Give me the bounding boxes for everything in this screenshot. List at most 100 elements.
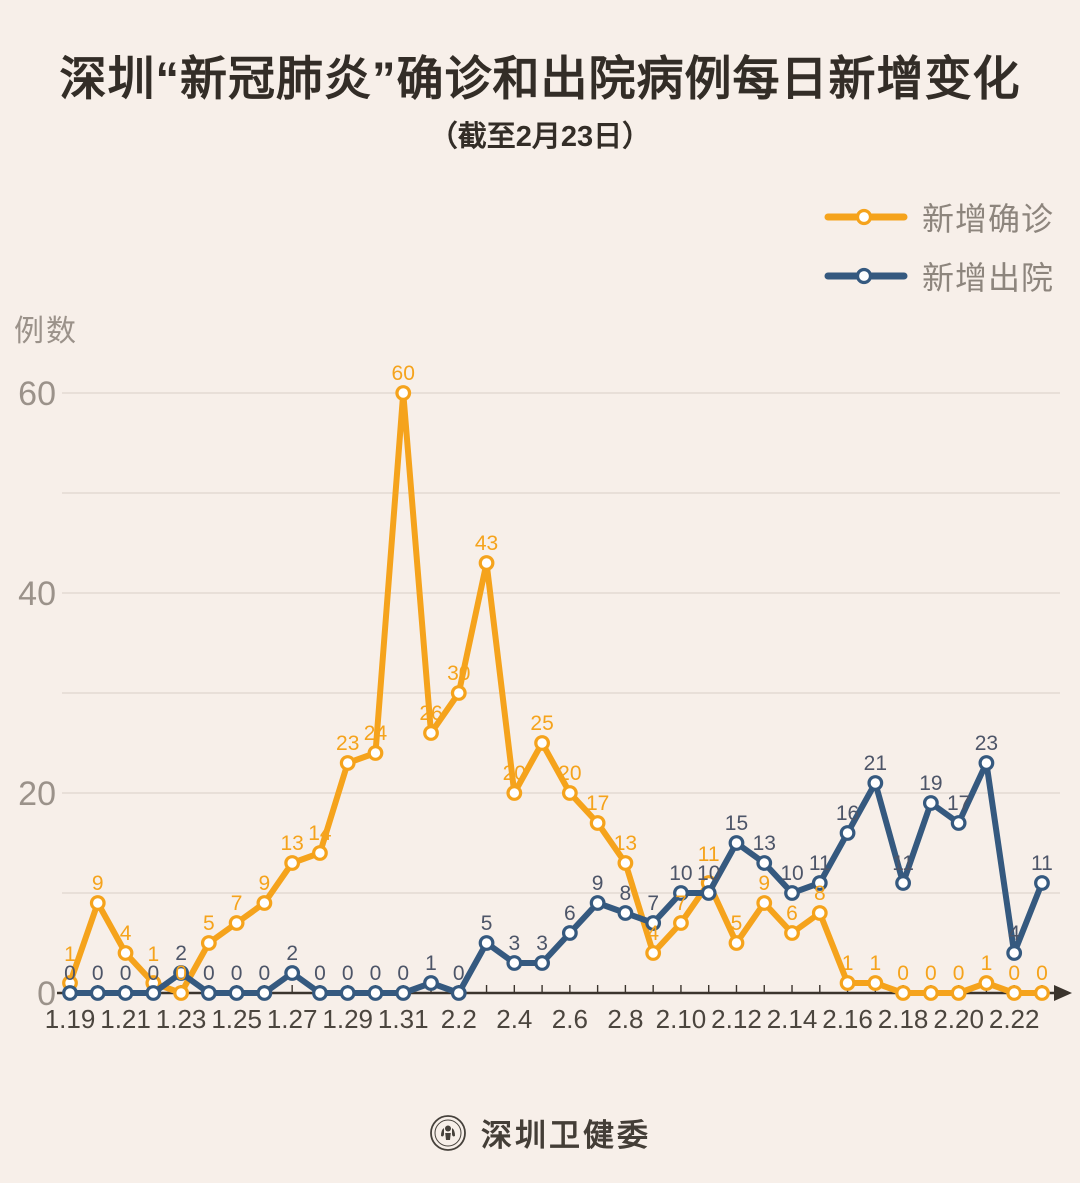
discharged-value-label: 7 (647, 892, 659, 915)
confirmed-point (895, 985, 911, 1001)
discharged-value-label: 3 (508, 932, 520, 955)
x-tick-label: 2.2 (441, 1004, 477, 1034)
confirmed-value-label: 5 (731, 912, 743, 935)
page-subtitle: （截至2月23日） (428, 121, 652, 153)
confirmed-point (423, 725, 439, 741)
confirmed-point (506, 785, 523, 801)
discharged-point (1006, 945, 1023, 961)
confirmed-point (561, 785, 578, 801)
confirmed-value-label: 9 (92, 872, 104, 895)
x-tick-label: 1.21 (100, 1004, 151, 1034)
x-tick-label: 2.4 (496, 1004, 532, 1034)
confirmed-point (478, 555, 495, 571)
confirmed-point (811, 905, 828, 921)
discharged-point (922, 795, 939, 811)
confirmed-point (395, 385, 412, 401)
confirmed-point (450, 685, 467, 701)
discharged-value-label: 0 (342, 962, 354, 985)
confirmed-value-label: 60 (392, 362, 415, 385)
discharged-point (589, 895, 606, 911)
discharged-value-label: 9 (592, 872, 604, 895)
x-tick-label: 2.16 (822, 1004, 873, 1034)
confirmed-value-label: 4 (120, 922, 132, 945)
confirmed-value-label: 30 (447, 662, 470, 685)
discharged-point (367, 985, 384, 1001)
footer: 深圳卫健委 (0, 1110, 1080, 1155)
confirmed-value-label: 14 (308, 822, 332, 845)
discharged-value-label: 19 (919, 772, 942, 795)
confirmed-value-label: 26 (419, 702, 442, 725)
confirmed-line-swatch (824, 208, 908, 226)
discharged-point (784, 885, 800, 901)
confirmed-value-label: 1 (981, 952, 993, 975)
discharged-point (228, 985, 245, 1001)
discharged-value-label: 0 (370, 962, 382, 985)
discharged-point (89, 985, 106, 1001)
confirmed-value-label: 20 (503, 762, 526, 785)
confirmed-value-label: 7 (675, 892, 687, 915)
confirmed-point (978, 975, 995, 991)
discharged-value-label: 16 (836, 802, 859, 825)
discharged-point (561, 925, 578, 941)
discharged-value-label: 2 (286, 942, 298, 965)
confirmed-value-label: 8 (814, 882, 826, 905)
discharged-value-label: 3 (536, 932, 548, 955)
confirmed-point (117, 945, 134, 961)
discharged-point (450, 985, 467, 1001)
confirmed-point (950, 985, 967, 1001)
discharged-point (62, 985, 78, 1001)
discharged-value-label: 15 (725, 812, 748, 835)
discharged-point (339, 985, 356, 1001)
discharged-value-label: 10 (780, 862, 803, 885)
x-tick-label: 2.20 (933, 1004, 984, 1034)
confirmed-value-label: 20 (558, 762, 581, 785)
y-tick-label: 20 (18, 775, 56, 813)
discharged-value-label: 4 (1008, 922, 1020, 945)
discharged-point (534, 955, 550, 971)
confirmed-point (784, 925, 800, 941)
discharged-value-label: 21 (864, 752, 887, 775)
confirmed-point (1006, 985, 1023, 1001)
confirmed-point (673, 915, 689, 931)
confirmed-point (312, 845, 328, 861)
discharged-line-swatch (824, 267, 908, 285)
x-tick-label: 2.12 (711, 1004, 762, 1034)
confirmed-point (589, 815, 606, 831)
x-tick-label: 1.23 (156, 1004, 207, 1034)
discharged-value-label: 8 (620, 882, 632, 905)
confirmed-value-label: 43 (475, 532, 498, 555)
discharged-point (506, 955, 523, 971)
discharged-value-label: 0 (231, 962, 243, 985)
confirmed-value-label: 6 (786, 902, 798, 925)
confirmed-point (867, 975, 884, 991)
discharged-point (950, 815, 967, 831)
confirmed-value-label: 25 (530, 712, 553, 735)
confirmed-value-label: 24 (364, 722, 388, 745)
discharged-value-label: 1 (425, 952, 437, 975)
legend: 新增确诊 新增出院 (824, 194, 1054, 299)
confirmed-point (839, 975, 856, 991)
discharged-point (200, 985, 217, 1001)
discharged-point (673, 885, 689, 901)
confirmed-value-label: 0 (897, 962, 909, 985)
discharged-point (284, 965, 301, 981)
discharged-value-label: 2 (175, 942, 187, 965)
discharged-value-label: 11 (1031, 852, 1053, 875)
x-tick-label: 2.6 (552, 1004, 588, 1034)
discharged-value-label: 6 (564, 902, 576, 925)
discharged-value-label: 0 (314, 962, 326, 985)
discharged-point (895, 875, 911, 891)
discharged-point (117, 985, 134, 1001)
confirmed-value-label: 1 (64, 943, 76, 966)
legend-item-discharged: 新增出院 (824, 253, 1054, 299)
discharged-value-label: 11 (892, 852, 914, 875)
confirmed-point (339, 755, 356, 771)
discharged-point (617, 905, 634, 921)
discharged-point (756, 855, 773, 871)
discharged-point (312, 985, 328, 1001)
discharged-point (395, 985, 412, 1001)
confirmed-value-label: 5 (203, 912, 215, 935)
confirmed-point (173, 985, 189, 1001)
confirmed-point (367, 745, 384, 761)
